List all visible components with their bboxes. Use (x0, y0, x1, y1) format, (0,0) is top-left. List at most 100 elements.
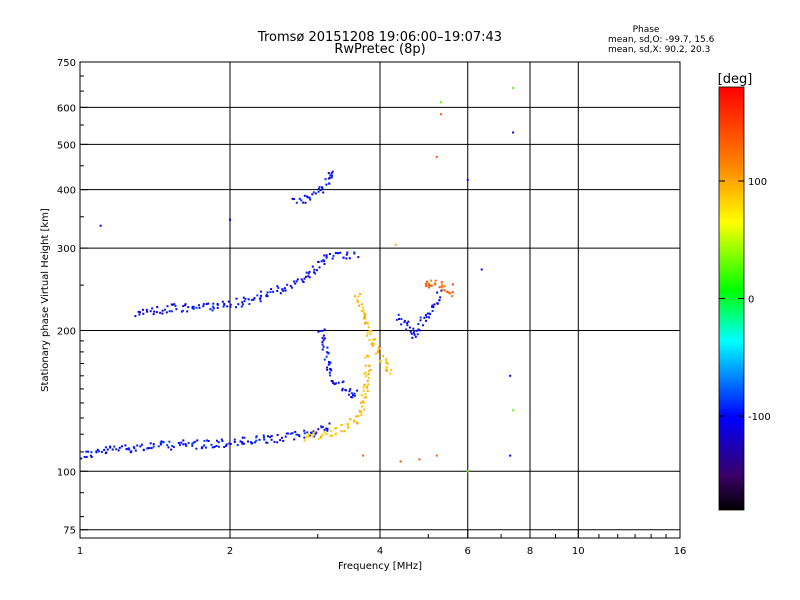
echo-point (235, 306, 237, 309)
echo-point (85, 455, 88, 458)
echo-point (272, 290, 275, 293)
echo-point (217, 445, 220, 448)
echo-point (117, 449, 120, 452)
echo-point (258, 438, 261, 441)
echo-point (181, 309, 184, 312)
echo-point (408, 326, 411, 329)
echo-point (280, 436, 283, 439)
y-tick-label: 500 (57, 140, 76, 151)
isolated-echo-point (509, 454, 512, 457)
echo-point (220, 438, 223, 441)
chart-title: Tromsø 20151208 19:06:00–19:07:43 (257, 30, 502, 45)
echo-point (308, 276, 311, 279)
echo-point (134, 315, 137, 318)
echo-point (363, 372, 366, 375)
echo-point (250, 299, 253, 301)
echo-point (177, 442, 180, 444)
echo-point (139, 445, 142, 448)
echo-point (215, 444, 218, 447)
y-tick-label: 200 (57, 326, 76, 337)
echo-point (367, 326, 370, 329)
echo-point (322, 258, 325, 261)
echo-point (323, 328, 326, 331)
echo-point (403, 319, 406, 322)
echo-point (448, 291, 450, 294)
echo-point (225, 444, 228, 447)
echo-point (128, 448, 131, 451)
echo-point (365, 375, 368, 377)
echo-point (212, 302, 215, 305)
echo-point (284, 435, 287, 438)
echo-point (321, 187, 324, 190)
echo-point (424, 314, 427, 317)
echo-point (329, 429, 332, 432)
echo-point (326, 351, 329, 354)
echo-point (353, 420, 356, 423)
echo-point (325, 255, 328, 258)
echo-point (363, 383, 366, 386)
echo-point (341, 387, 344, 390)
echo-point (263, 436, 265, 439)
echo-point (321, 336, 324, 339)
echo-point (142, 308, 144, 311)
isolated-echo-point (399, 460, 402, 463)
echo-point (204, 446, 207, 449)
echo-point (337, 252, 339, 255)
echo-point (362, 401, 365, 404)
echo-point (310, 434, 313, 437)
echo-point (418, 329, 421, 332)
echo-point (353, 419, 355, 422)
echo-point (192, 441, 195, 444)
echo-point (348, 390, 351, 393)
echo-point (322, 339, 325, 342)
echo-point (320, 426, 323, 429)
echo-point (359, 411, 362, 414)
echo-point (216, 306, 219, 309)
echo-point (365, 321, 368, 324)
echo-point (397, 313, 400, 316)
echo-point (362, 309, 365, 312)
echo-point (198, 306, 201, 309)
echo-point (281, 288, 284, 291)
echo-point (256, 294, 259, 297)
echo-point (367, 372, 370, 375)
echo-point (293, 198, 295, 201)
echo-point (151, 307, 154, 310)
y-tick-label: 600 (57, 103, 76, 114)
echo-point (317, 330, 320, 333)
echo-point (155, 311, 158, 314)
echo-point (195, 447, 198, 450)
echo-point (111, 448, 114, 451)
y-tick-label: 750 (57, 58, 76, 69)
echo-point (364, 393, 367, 396)
echo-point (385, 361, 388, 364)
echo-point (317, 428, 320, 431)
echo-point (366, 334, 368, 337)
echo-point (240, 305, 243, 308)
echo-point (233, 440, 236, 443)
echo-point (159, 441, 162, 444)
echo-point (174, 305, 177, 308)
x-axis-label: Frequency [MHz] (338, 561, 422, 572)
echo-point (282, 440, 285, 442)
echo-point (282, 289, 285, 292)
echo-point (317, 187, 320, 190)
echo-point (270, 438, 273, 441)
echo-point (184, 304, 187, 307)
echo-point (133, 447, 136, 450)
isolated-echo-point (394, 243, 397, 246)
echo-point (307, 272, 310, 275)
echo-point (241, 436, 244, 439)
echo-point (269, 291, 272, 294)
echo-point (310, 431, 312, 434)
echo-point (221, 440, 224, 442)
echo-point (149, 310, 152, 313)
echo-point (417, 328, 420, 331)
echo-point (324, 178, 327, 181)
echo-point (360, 394, 363, 397)
echo-point (152, 443, 155, 446)
echo-point (315, 431, 318, 434)
echo-point (255, 439, 258, 442)
echo-point (170, 310, 173, 313)
echo-point (211, 446, 214, 449)
